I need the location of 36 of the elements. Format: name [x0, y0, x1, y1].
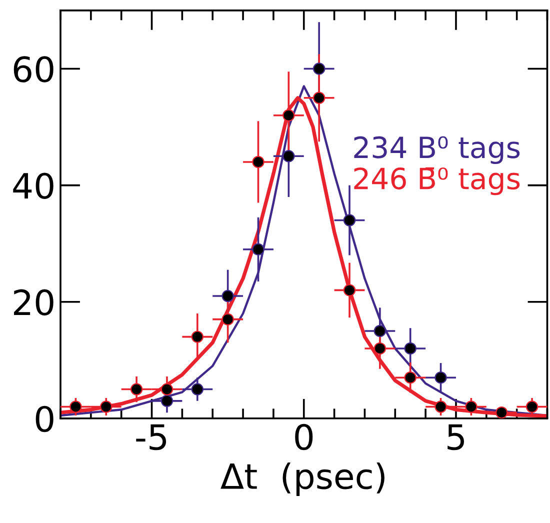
point — [526, 400, 538, 413]
point — [100, 400, 112, 413]
point — [496, 406, 508, 418]
y-tick-label: 20 — [14, 289, 54, 316]
point — [282, 150, 295, 162]
point — [343, 214, 356, 226]
point — [465, 400, 478, 413]
x-axis-title: Δt (psec) — [220, 462, 384, 496]
point — [222, 313, 234, 326]
point — [252, 243, 264, 256]
point — [343, 284, 356, 296]
point — [160, 394, 174, 408]
series-label: 234 B⁰ tags — [354, 136, 520, 164]
point — [160, 383, 174, 396]
point — [312, 62, 326, 75]
point — [404, 342, 416, 355]
x-tick-label: -5 — [136, 424, 166, 450]
y-tick-label: 60 — [14, 56, 54, 82]
x-tick-label: 0 — [295, 424, 313, 450]
point — [252, 156, 264, 168]
series-label: 246 B̄⁰ tags — [354, 167, 520, 196]
point — [70, 400, 82, 413]
point — [434, 400, 447, 413]
point — [191, 383, 204, 396]
point — [374, 324, 386, 338]
y-tick-label: 0 — [36, 406, 54, 432]
point — [374, 342, 386, 355]
point — [191, 330, 204, 343]
y-tick-label: 40 — [13, 172, 54, 199]
point — [312, 92, 326, 104]
point — [130, 383, 143, 396]
point — [222, 290, 234, 302]
point — [404, 371, 416, 384]
point — [282, 109, 295, 122]
x-tick-label: 5 — [448, 424, 464, 450]
point — [434, 371, 447, 384]
